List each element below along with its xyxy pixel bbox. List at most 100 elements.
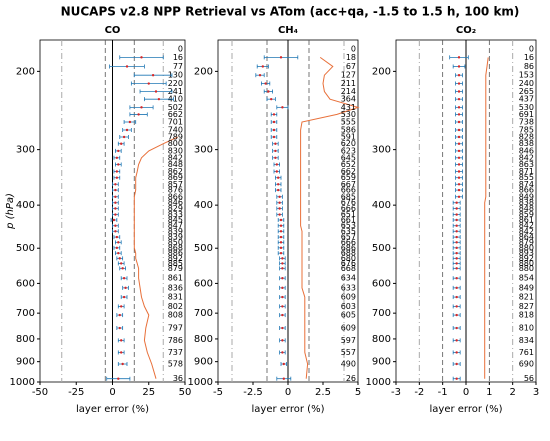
count-label: 609 [341,324,356,333]
x-tick-label: -1 [438,387,448,398]
count-label: 848 [519,204,534,213]
count-label: 862 [168,167,183,176]
y-tick-label: 800 [372,334,391,345]
mean-marker [277,188,280,192]
mean-marker [122,276,126,280]
mean-marker [455,313,458,317]
count-label: 737 [168,348,183,357]
count-label: 879 [168,264,183,273]
x-axis-label: layer error (%) [252,404,325,415]
count-label: 130 [168,71,183,80]
count-label: 597 [341,336,356,345]
count-label: 657 [341,233,356,242]
count-label: 667 [341,180,356,189]
count-label: 785 [519,126,534,135]
mean-marker [115,156,119,160]
count-label: 0 [529,44,534,53]
mean-marker [279,230,283,233]
count-label: 635 [341,227,356,236]
y-tick-label: 400 [16,200,35,211]
mean-marker [281,257,284,260]
mean-marker [272,113,276,116]
count-label: 849 [519,192,534,201]
mean-marker [120,339,123,342]
mean-marker [117,251,120,255]
count-label: 265 [519,87,534,96]
mean-marker [117,149,120,153]
count-label: 688 [341,249,356,258]
count-label: 16 [524,53,534,62]
count-label: 676 [341,198,356,207]
count-label: 829 [168,204,183,213]
mean-marker [137,113,140,116]
y-tick-label: 900 [194,357,213,368]
y-axis-label: p (hPa) [5,193,16,230]
count-label: 892 [519,254,534,263]
mean-marker [157,97,161,101]
mean-marker [279,224,283,227]
count-label: 842 [168,153,183,162]
mean-marker [457,113,461,116]
mean-marker [114,195,117,198]
mean-marker [114,230,117,233]
count-label: 861 [168,274,183,283]
mean-marker [264,82,267,85]
count-label: 691 [519,110,534,119]
y-tick-label: 700 [194,308,213,319]
count-label: 797 [168,324,183,333]
count-label: 701 [168,118,183,127]
mean-marker [140,106,143,109]
count-label: 676 [341,259,356,268]
count-label: 786 [168,336,183,345]
mean-marker [115,170,119,173]
count-label: 127 [341,71,356,80]
mean-marker [272,135,276,139]
mean-marker [457,163,461,166]
count-label: 885 [168,259,183,268]
x-tick-label: 5 [355,387,361,398]
count-label: 586 [341,126,356,135]
count-label: 866 [519,186,534,195]
mean-marker [457,73,461,77]
y-tick-label: 500 [372,243,391,254]
count-label: 800 [168,139,183,148]
count-label: 623 [341,146,356,155]
mean-marker [115,235,119,239]
mean-marker [281,326,284,330]
count-label: 846 [168,198,183,207]
x-tick-label: 3 [533,387,539,398]
figure-title: NUCAPS v2.8 NPP Retrieval vs ATom (acc+q… [61,5,520,19]
count-label: 842 [519,153,534,162]
mean-marker [455,286,458,290]
y-tick-label: 200 [194,66,213,77]
count-label: 821 [519,293,534,302]
count-label: 802 [168,302,183,311]
mean-marker [457,195,461,198]
mean-marker [279,235,283,239]
y-tick-label: 200 [372,66,391,77]
mean-marker [115,176,119,179]
x-tick-label: 1 [486,387,492,398]
count-label: 16 [173,53,183,62]
mean-marker [114,183,117,186]
x-tick-label: -50 [32,387,48,398]
mean-marker [279,241,283,244]
count-label: 845 [168,216,183,225]
count-label: 685 [341,192,356,201]
count-label: 214 [341,87,356,96]
std-line [133,136,179,379]
mean-marker [121,267,124,270]
mean-marker [455,213,458,216]
mean-marker [278,195,281,198]
mean-marker [122,135,126,139]
count-label: 634 [341,274,356,283]
count-label: 869 [168,173,183,182]
count-label: 591 [341,132,356,141]
count-label: 876 [168,186,183,195]
mean-marker [281,305,284,308]
count-label: 761 [519,348,534,357]
count-label: 668 [341,264,356,273]
count-label: 26 [346,374,356,383]
count-label: 831 [168,293,183,302]
count-label: 866 [168,192,183,201]
